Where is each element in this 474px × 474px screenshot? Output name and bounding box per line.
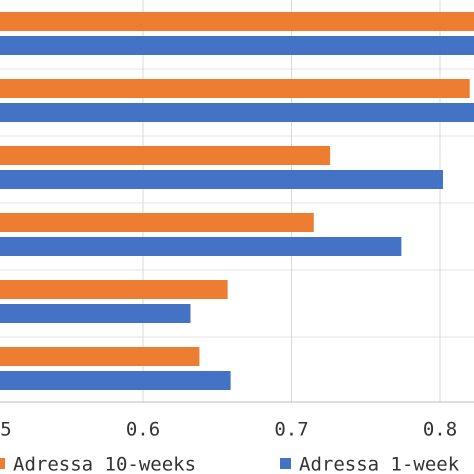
bar bbox=[0, 146, 331, 165]
bar bbox=[0, 170, 443, 189]
bar bbox=[0, 371, 231, 390]
x-tick-label: 0.5 bbox=[0, 419, 12, 441]
legend-swatch bbox=[280, 458, 291, 469]
legend-label: Adressa 1-week bbox=[299, 454, 460, 474]
legend-swatch bbox=[0, 458, 5, 469]
bar bbox=[0, 280, 228, 299]
bar bbox=[0, 36, 474, 55]
bar bbox=[0, 213, 314, 232]
x-tick-label: 0.6 bbox=[126, 419, 160, 441]
bar bbox=[0, 79, 470, 98]
bar bbox=[0, 237, 402, 256]
x-tick-label: 0.7 bbox=[274, 419, 308, 441]
x-tick-label: 0.8 bbox=[423, 419, 457, 441]
bar bbox=[0, 347, 200, 366]
bar bbox=[0, 304, 191, 323]
legend-label: Adressa 10-weeks bbox=[13, 454, 196, 474]
bar bbox=[0, 12, 474, 31]
bar bbox=[0, 103, 474, 122]
